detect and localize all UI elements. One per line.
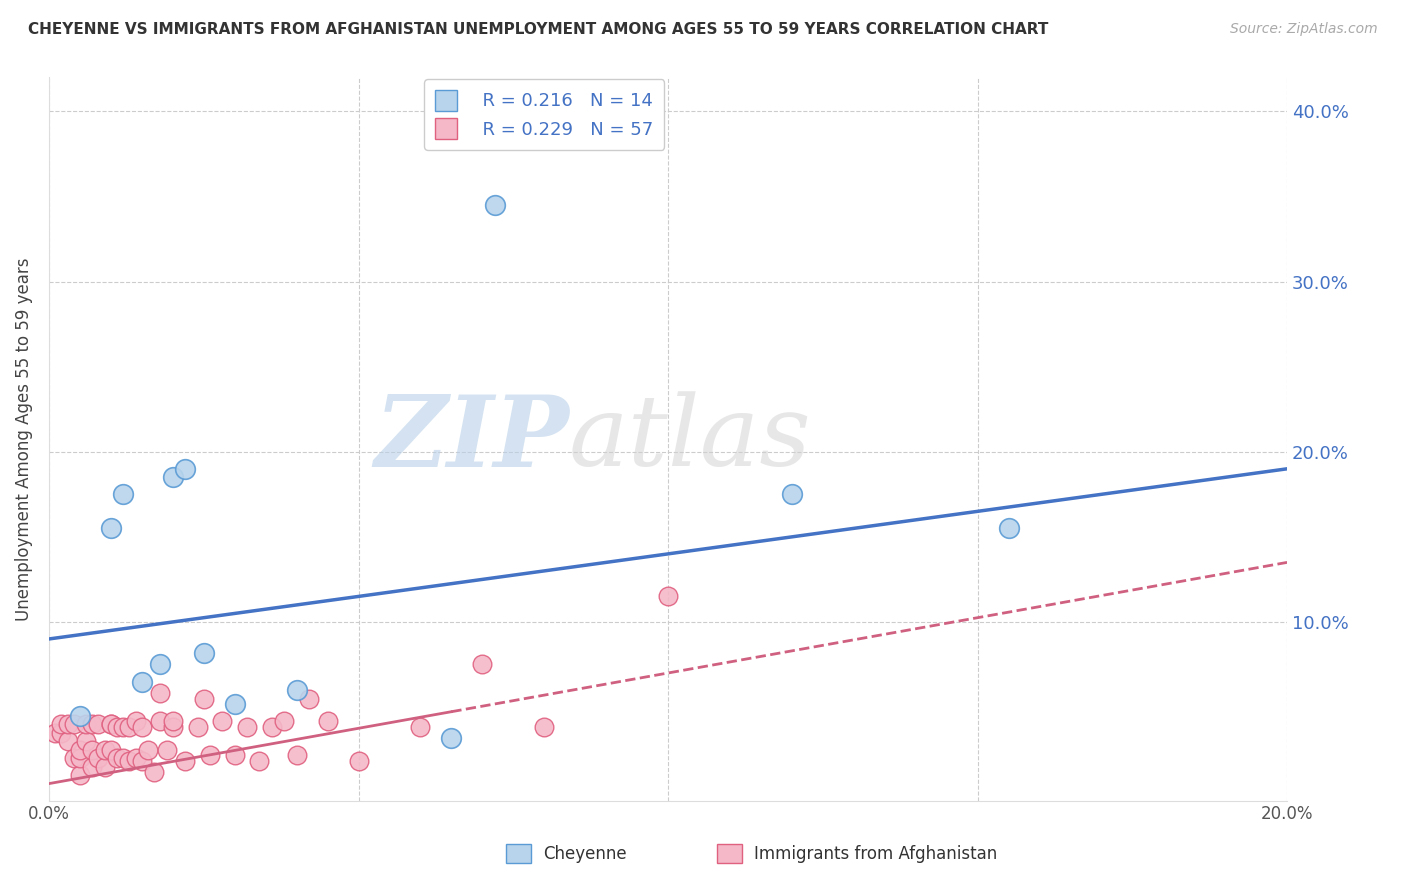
Point — [471, 657, 494, 672]
Point — [56, 734, 79, 748]
Point — [75, 734, 97, 748]
Point — [105, 751, 128, 765]
Point — [118, 755, 141, 769]
Point — [93, 759, 115, 773]
Point — [285, 747, 308, 762]
Point — [82, 717, 104, 731]
Point — [780, 487, 803, 501]
Point — [112, 751, 135, 765]
Point — [69, 708, 91, 723]
Point — [162, 470, 184, 484]
Point — [236, 721, 259, 735]
Y-axis label: Unemployment Among Ages 55 to 59 years: Unemployment Among Ages 55 to 59 years — [15, 257, 32, 621]
Text: ZIP: ZIP — [374, 391, 569, 487]
Point — [112, 721, 135, 735]
Point — [187, 721, 209, 735]
Point — [260, 721, 283, 735]
Point — [298, 691, 321, 706]
Point — [198, 747, 221, 762]
Point — [273, 714, 295, 728]
Point — [87, 751, 110, 765]
Point — [533, 721, 555, 735]
Point — [118, 721, 141, 735]
Point — [124, 751, 146, 765]
Point — [149, 714, 172, 728]
FancyBboxPatch shape — [506, 844, 531, 863]
Point — [997, 521, 1019, 535]
FancyBboxPatch shape — [717, 844, 742, 863]
Point — [224, 697, 246, 711]
Point — [162, 714, 184, 728]
Point — [249, 755, 271, 769]
Point — [124, 714, 146, 728]
Point — [105, 721, 128, 735]
Point — [440, 731, 463, 745]
Point — [484, 198, 506, 212]
Point — [155, 742, 177, 756]
Point — [162, 721, 184, 735]
Point — [174, 462, 197, 476]
Point — [62, 717, 84, 731]
Point — [347, 755, 370, 769]
Point — [44, 725, 66, 739]
Point — [149, 657, 172, 672]
Point — [112, 487, 135, 501]
Point — [131, 755, 153, 769]
Point — [100, 717, 122, 731]
Point — [51, 725, 73, 739]
Point — [143, 764, 166, 779]
Point — [211, 714, 233, 728]
Text: atlas: atlas — [569, 392, 811, 487]
Point — [224, 747, 246, 762]
Text: Immigrants from Afghanistan: Immigrants from Afghanistan — [754, 845, 997, 863]
Point — [100, 717, 122, 731]
Point — [149, 686, 172, 700]
Point — [131, 674, 153, 689]
Point — [100, 521, 122, 535]
Point — [136, 742, 159, 756]
Point — [193, 646, 215, 660]
Point — [69, 768, 91, 782]
Point — [285, 683, 308, 698]
Text: Cheyenne: Cheyenne — [543, 845, 626, 863]
Point — [409, 721, 432, 735]
Text: Source: ZipAtlas.com: Source: ZipAtlas.com — [1230, 22, 1378, 37]
Point — [82, 759, 104, 773]
Point — [51, 717, 73, 731]
Point — [82, 742, 104, 756]
Point — [93, 742, 115, 756]
Point — [69, 751, 91, 765]
Point — [657, 590, 679, 604]
Point — [69, 742, 91, 756]
Point — [100, 742, 122, 756]
Point — [75, 717, 97, 731]
Point — [316, 714, 339, 728]
Text: CHEYENNE VS IMMIGRANTS FROM AFGHANISTAN UNEMPLOYMENT AMONG AGES 55 TO 59 YEARS C: CHEYENNE VS IMMIGRANTS FROM AFGHANISTAN … — [28, 22, 1049, 37]
Point — [131, 721, 153, 735]
Legend:   R = 0.216   N = 14,   R = 0.229   N = 57: R = 0.216 N = 14, R = 0.229 N = 57 — [425, 79, 664, 150]
Point — [87, 717, 110, 731]
Point — [56, 717, 79, 731]
Point — [174, 755, 197, 769]
Point — [62, 751, 84, 765]
Point — [193, 691, 215, 706]
